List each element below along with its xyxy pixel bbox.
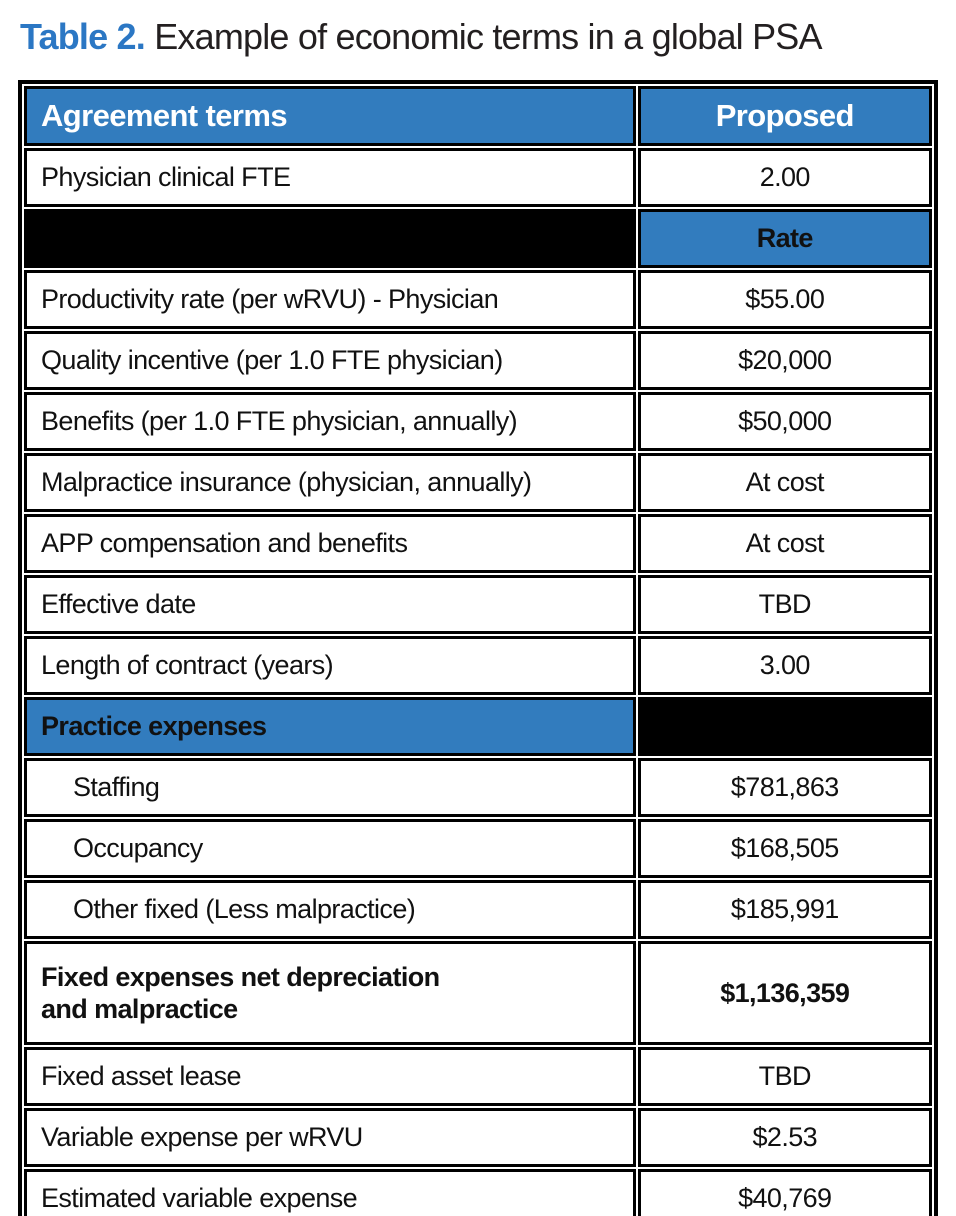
row-value: $55.00: [637, 270, 932, 329]
table-row: Quality incentive (per 1.0 FTE physician…: [24, 331, 932, 390]
row-value: $40,769: [637, 1169, 932, 1216]
table-row: Staffing $781,863: [24, 758, 932, 817]
row-value: 3.00: [637, 636, 932, 695]
table-row: Rate: [24, 209, 932, 268]
table-row: Length of contract (years) 3.00: [24, 636, 932, 695]
table-caption-title: Example of economic terms in a global PS…: [154, 16, 822, 57]
table-row: Malpractice insurance (physician, annual…: [24, 453, 932, 512]
table-header-row: Agreement terms Proposed: [24, 86, 932, 146]
row-value: 2.00: [637, 148, 932, 207]
section-header-practice-expenses: Practice expenses: [24, 697, 636, 756]
table-row: Effective date TBD: [24, 575, 932, 634]
column-header-proposed: Proposed: [637, 86, 932, 146]
row-value: TBD: [637, 575, 932, 634]
table-row: Benefits (per 1.0 FTE physician, annuall…: [24, 392, 932, 451]
table-row: Variable expense per wRVU $2.53: [24, 1108, 932, 1167]
row-label: Occupancy: [24, 819, 636, 878]
table-row: Other fixed (Less malpractice) $185,991: [24, 880, 932, 939]
row-label: Malpractice insurance (physician, annual…: [24, 453, 636, 512]
table-row: APP compensation and benefits At cost: [24, 514, 932, 573]
table-caption-number: Table 2.: [20, 16, 146, 57]
row-value: TBD: [637, 1047, 932, 1106]
row-value: $781,863: [637, 758, 932, 817]
table-body: Physician clinical FTE 2.00 Rate Productivi…: [24, 148, 932, 1216]
row-label: Estimated variable expense: [24, 1169, 636, 1216]
table-row: Estimated variable expense $40,769: [24, 1169, 932, 1216]
row-value: $168,505: [637, 819, 932, 878]
row-value: At cost: [637, 514, 932, 573]
row-label: APP compensation and benefits: [24, 514, 636, 573]
row-label: Effective date: [24, 575, 636, 634]
row-label: Staffing: [24, 758, 636, 817]
row-value: At cost: [637, 453, 932, 512]
row-label: Variable expense per wRVU: [24, 1108, 636, 1167]
row-value: $2.53: [637, 1108, 932, 1167]
row-label: Quality incentive (per 1.0 FTE physician…: [24, 331, 636, 390]
row-value: $1,136,359: [637, 941, 932, 1045]
column-header-agreement-terms: Agreement terms: [24, 86, 636, 146]
table-caption: Table 2. Example of economic terms in a …: [20, 14, 956, 60]
table-row: Fixed expenses net depreciation and malp…: [24, 941, 932, 1045]
table-row: Productivity rate (per wRVU) - Physician…: [24, 270, 932, 329]
row-label: Other fixed (Less malpractice): [24, 880, 636, 939]
row-value: $50,000: [637, 392, 932, 451]
table-row: Physician clinical FTE 2.00: [24, 148, 932, 207]
row-label: Physician clinical FTE: [24, 148, 636, 207]
table-row: Occupancy $168,505: [24, 819, 932, 878]
table-row: Fixed asset lease TBD: [24, 1047, 932, 1106]
row-label: Productivity rate (per wRVU) - Physician: [24, 270, 636, 329]
row-value: $185,991: [637, 880, 932, 939]
row-label: Length of contract (years): [24, 636, 636, 695]
row-value: $20,000: [637, 331, 932, 390]
row-label: Benefits (per 1.0 FTE physician, annuall…: [24, 392, 636, 451]
row-label: Fixed expenses net depreciation and malp…: [24, 941, 636, 1045]
row-label: Fixed asset lease: [24, 1047, 636, 1106]
economic-terms-table: Agreement terms Proposed Physician clini…: [18, 80, 938, 1216]
rate-subheader: Rate: [637, 209, 932, 268]
table-row: Practice expenses: [24, 697, 932, 756]
black-spacer-cell: [637, 697, 932, 756]
black-spacer-cell: [24, 209, 636, 268]
